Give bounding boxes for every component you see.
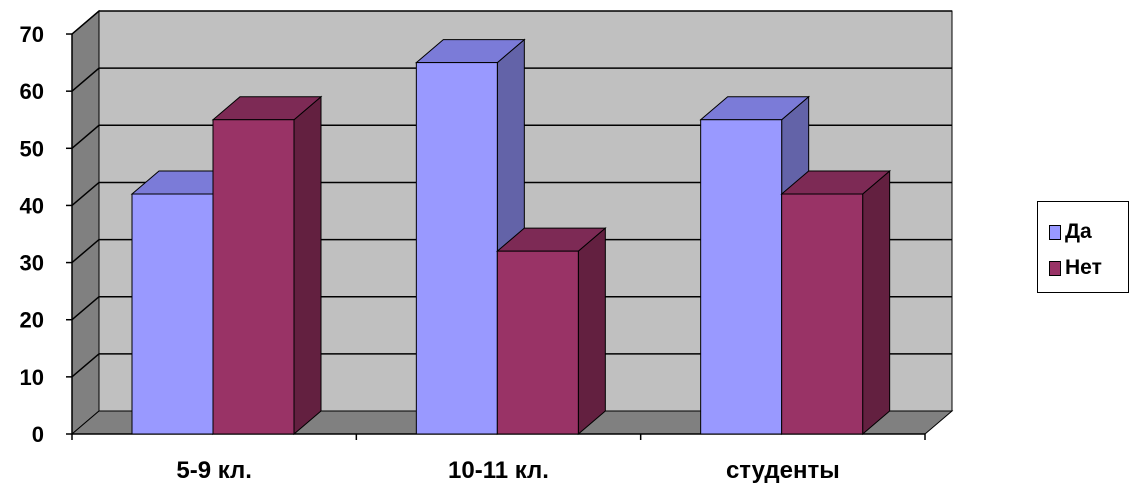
x-category-label: студенты (726, 457, 840, 484)
bar-front (415, 62, 498, 435)
legend-swatch-da (1049, 224, 1061, 240)
x-category-label: 5-9 кл. (176, 457, 252, 484)
bar-net-2 (780, 169, 892, 436)
gridline (71, 295, 952, 321)
bar-da-1 (414, 38, 526, 436)
y-tick-label: 60 (20, 79, 44, 104)
y-tick-label: 0 (32, 422, 44, 447)
gridline (71, 10, 952, 35)
gridline (71, 353, 952, 378)
gridline (71, 238, 952, 264)
bar-front (496, 250, 579, 435)
legend-label-da: Да (1065, 220, 1092, 243)
y-tick-label: 40 (20, 193, 44, 218)
y-tick-label: 10 (20, 365, 44, 390)
bar-side (862, 169, 891, 436)
gridline (71, 67, 952, 92)
y-tick-label: 20 (20, 308, 44, 333)
legend-swatch-net (1049, 260, 1061, 276)
x-category-label: 10-11 кл. (448, 457, 549, 484)
bar-side (293, 95, 322, 436)
bar-front (131, 193, 214, 435)
bar-front (781, 193, 864, 435)
bar-side (577, 227, 606, 436)
side-wall (71, 9, 100, 436)
legend-item-net: Нет (1049, 256, 1102, 280)
bar-net-1 (495, 227, 607, 436)
gridline (71, 124, 952, 149)
legend-item-da: Да (1049, 220, 1092, 244)
bar-front (212, 119, 295, 435)
y-tick-label: 50 (20, 136, 44, 161)
y-tick-label: 70 (20, 22, 44, 47)
legend: Да Нет (1037, 201, 1129, 293)
bar-front (700, 119, 783, 435)
y-tick-label: 30 (20, 251, 44, 276)
legend-label-net: Нет (1065, 256, 1102, 279)
gridline (71, 181, 952, 207)
bar-net-0 (211, 95, 323, 436)
